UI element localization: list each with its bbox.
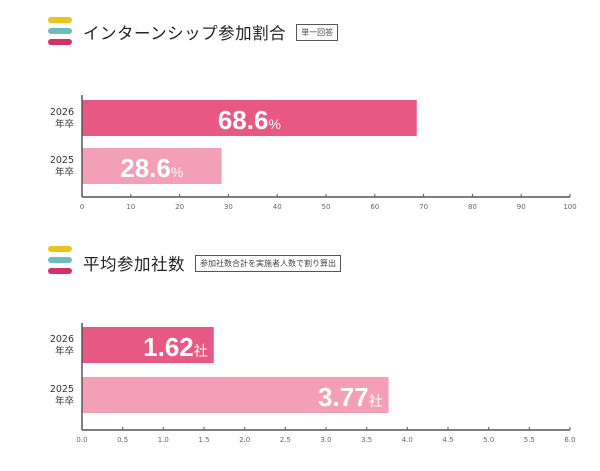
x-tick-label: 0 [80,203,84,211]
x-tick-label: 90 [517,203,526,211]
x-tick-label: 0.5 [117,436,128,444]
chart-note-1: 単一回答 [296,23,339,41]
x-tick-label: 80 [468,203,477,211]
x-tick-label: 10 [126,203,135,211]
data-label: 28.6% [120,153,183,183]
data-label: 3.77社 [318,382,383,412]
chart-header-2: 平均参加社数 参加社数合計を実施者人数で割り算出 [83,251,341,275]
x-tick-label: 1.5 [198,436,209,444]
category-label: 年卒 [55,118,74,130]
legend-icon-2 [48,246,72,279]
category-label: 年卒 [55,166,74,178]
category-label: 2025 [50,155,74,166]
category-label: 年卒 [55,345,74,357]
category-label: 2026 [50,107,74,118]
x-tick-label: 1.0 [158,436,169,444]
x-tick-label: 3.5 [361,436,372,444]
legend-icon-1 [48,17,72,50]
bar-2025 [82,377,389,413]
data-label: 68.6% [218,105,281,135]
data-label: 1.62社 [143,332,208,362]
x-tick-label: 20 [175,203,184,211]
x-tick-label: 3.0 [320,436,331,444]
chart-note-2: 参加社数合計を実施者人数で割り算出 [195,254,341,272]
x-tick-label: 70 [419,203,428,211]
chart-header-1: インターンシップ参加割合 単一回答 [83,20,339,44]
x-tick-label: 50 [322,203,331,211]
x-tick-label: 2.0 [239,436,250,444]
x-tick-label: 5.0 [483,436,494,444]
bar-2025 [82,148,222,184]
chart-title-1: インターンシップ参加割合 [83,24,287,43]
bar-2026 [82,100,417,136]
x-tick-label: 6.0 [564,436,575,444]
bar-2026 [82,327,214,363]
x-tick-label: 30 [224,203,233,211]
category-label: 2025 [50,384,74,395]
x-tick-label: 5.5 [524,436,535,444]
chart-title-2: 平均参加社数 [83,255,185,274]
x-tick-label: 4.5 [442,436,453,444]
x-tick-label: 4.0 [402,436,413,444]
x-tick-label: 100 [563,203,576,211]
x-tick-label: 0.0 [76,436,87,444]
x-tick-label: 60 [370,203,379,211]
x-tick-label: 2.5 [280,436,291,444]
x-tick-label: 40 [273,203,282,211]
category-label: 2026 [50,334,74,345]
category-label: 年卒 [55,395,74,407]
